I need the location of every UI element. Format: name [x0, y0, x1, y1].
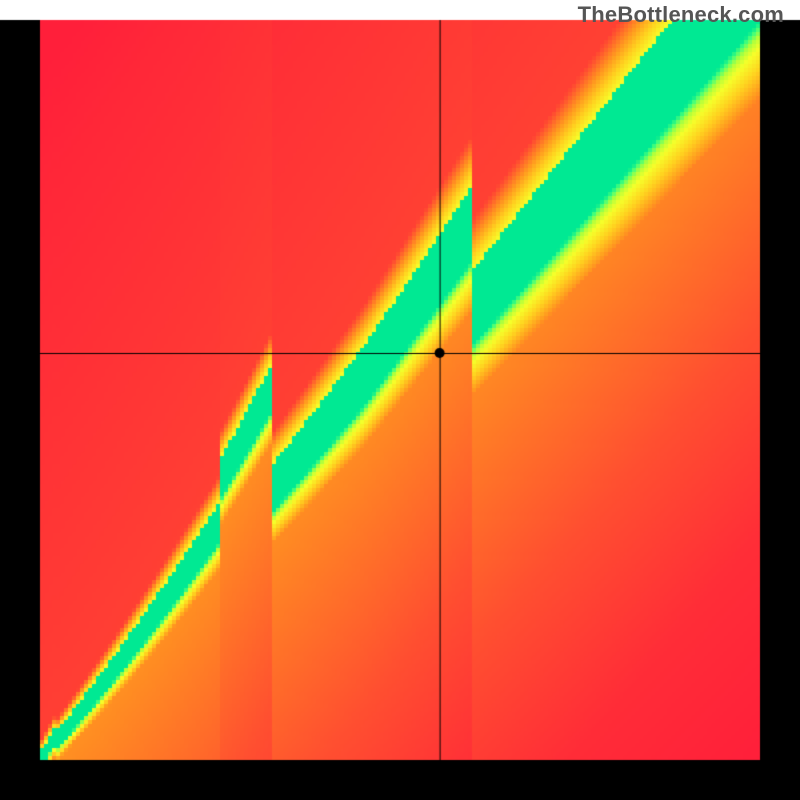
watermark-text: TheBottleneck.com [578, 2, 784, 28]
heatmap-canvas [0, 0, 800, 800]
chart-stage: TheBottleneck.com [0, 0, 800, 800]
